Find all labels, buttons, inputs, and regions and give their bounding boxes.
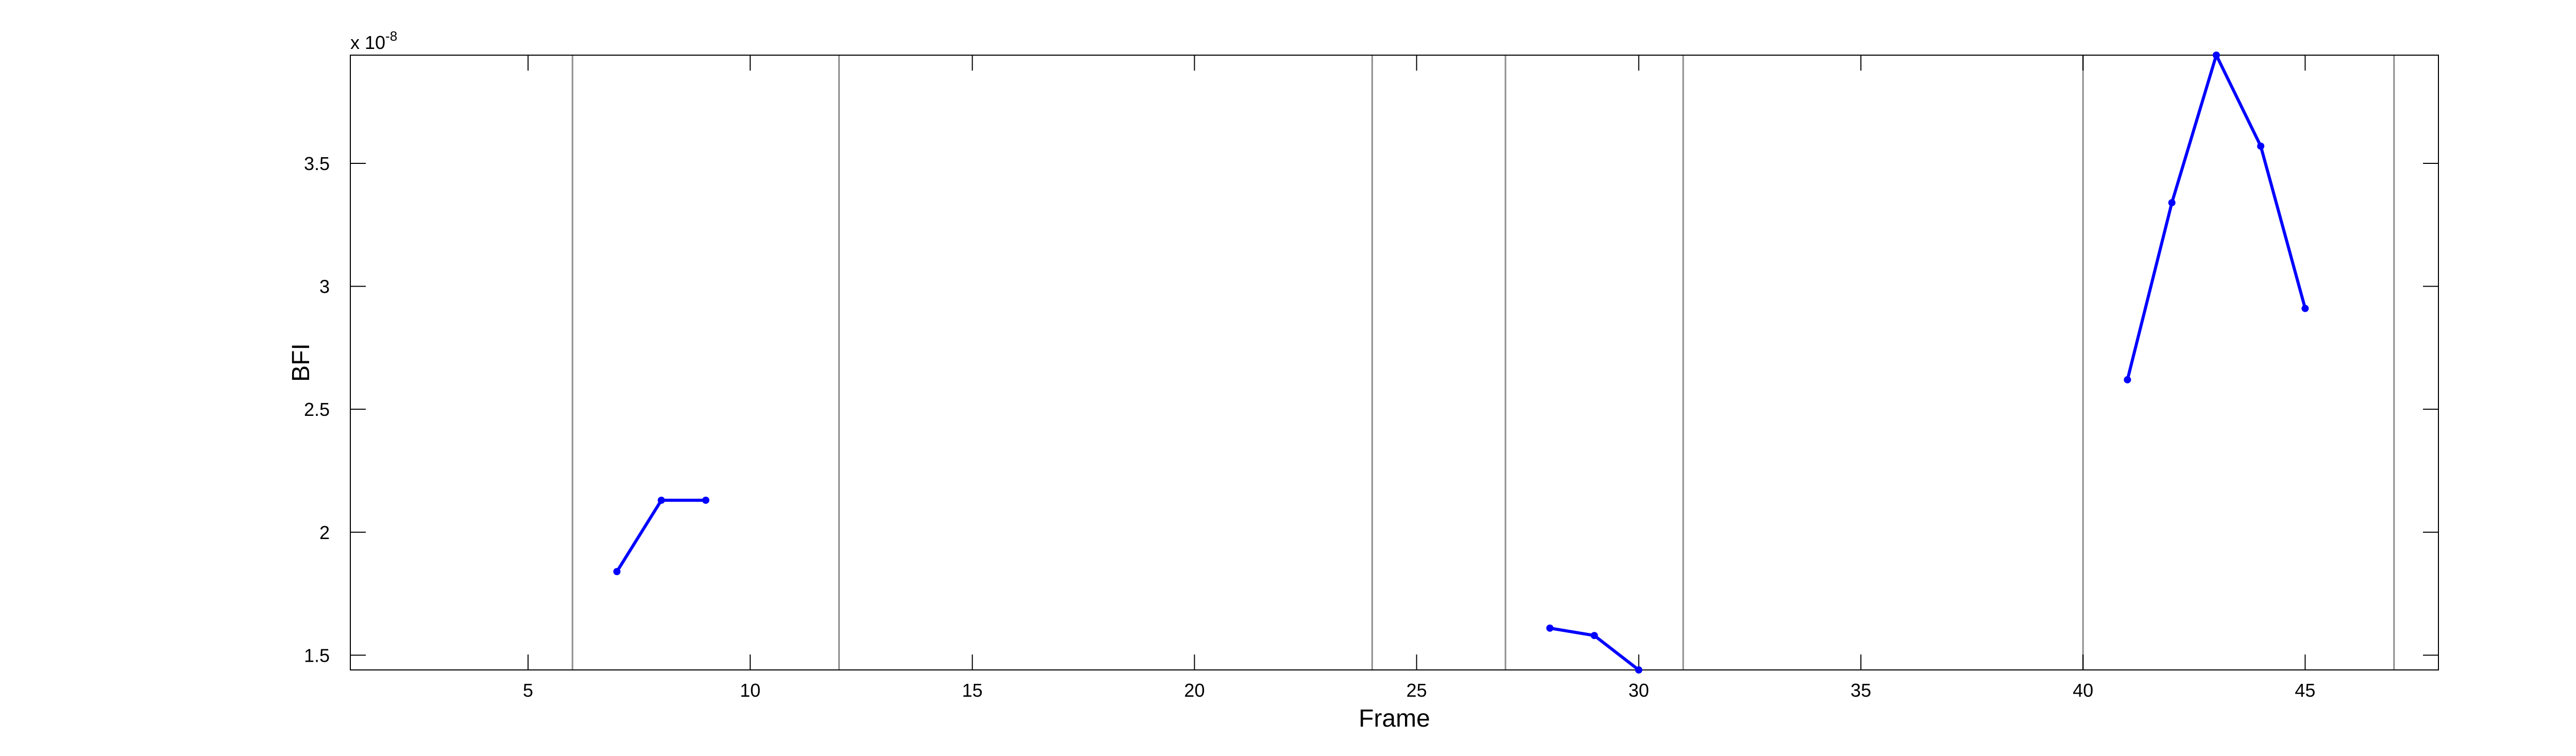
data-point	[1590, 632, 1598, 640]
y-tick-label: 3.5	[304, 153, 330, 174]
x-tick-label: 30	[1629, 680, 1649, 701]
x-axis-label: Frame	[1359, 705, 1430, 732]
series-line-segment	[2126, 54, 2307, 380]
bfi-series	[613, 52, 2309, 674]
y-exponent-power: -8	[385, 28, 397, 44]
y-axis-exponent: x 10-8	[350, 28, 397, 53]
x-tick-label: 20	[1184, 680, 1205, 701]
y-tick-label: 2	[319, 522, 330, 543]
vertical-marker-lines	[571, 55, 2395, 670]
y-axis-label: BFI	[287, 343, 315, 382]
x-tick-label: 25	[1406, 680, 1427, 701]
data-point	[2212, 52, 2220, 59]
data-point	[2301, 305, 2309, 312]
data-point	[1635, 666, 1642, 674]
axis-ticks	[350, 55, 2438, 670]
data-point	[702, 496, 709, 504]
data-point	[2124, 376, 2131, 383]
x-tick-labels: 5 10 15 20 25 30 35 40 45	[523, 680, 2315, 701]
x-tick-label: 45	[2295, 680, 2315, 701]
data-point	[2168, 199, 2176, 207]
plot-frame	[350, 55, 2439, 670]
y-tick-label: 3	[319, 276, 330, 297]
data-point	[657, 496, 665, 504]
data-point	[613, 568, 621, 576]
x-tick-label: 10	[740, 680, 760, 701]
series-line-segment	[615, 498, 706, 573]
x-tick-label: 40	[2073, 680, 2093, 701]
y-tick-labels: 1.5 2 2.5 3 3.5	[304, 153, 330, 666]
x-tick-label: 35	[1851, 680, 1871, 701]
x-tick-label: 5	[523, 680, 533, 701]
y-tick-label: 2.5	[304, 399, 330, 420]
y-tick-label: 1.5	[304, 645, 330, 666]
x-tick-label: 15	[962, 680, 982, 701]
data-point	[1546, 624, 1554, 632]
y-exponent-base: x 10	[350, 32, 385, 53]
data-point	[2257, 142, 2265, 150]
